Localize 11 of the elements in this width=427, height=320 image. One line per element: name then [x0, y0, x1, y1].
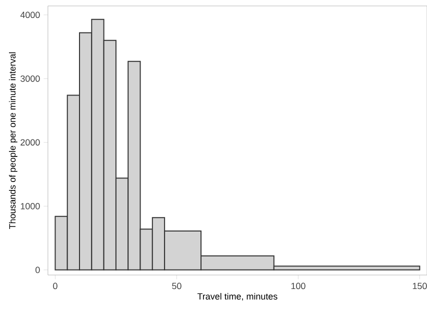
y-tick-label: 1000 — [20, 202, 40, 210]
y-axis-title: Thousands of people per one minute interval — [8, 52, 18, 229]
x-tick-label: 50 — [172, 282, 182, 290]
x-tick-label: 100 — [291, 282, 306, 290]
y-tick-label: 3000 — [20, 75, 40, 82]
x-tick-label: 150 — [412, 282, 427, 290]
x-tick-label: 0 — [53, 282, 58, 290]
y-tick-label: 4000 — [20, 12, 40, 18]
x-axis-title: Travel time, minutes — [197, 292, 278, 301]
y-tick-label: 0 — [36, 266, 40, 274]
y-tick-label: 2000 — [20, 139, 40, 146]
